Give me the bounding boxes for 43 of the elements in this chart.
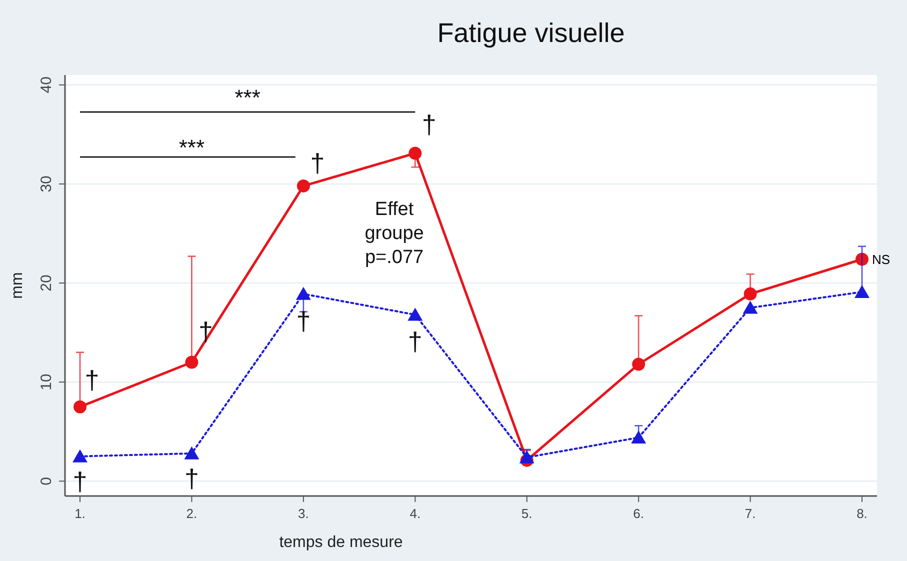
point (296, 179, 310, 192)
y-tick-label: 40 (38, 76, 55, 94)
annotation: *** (234, 85, 261, 110)
x-tick-label: 2. (186, 506, 198, 521)
x-tick-label: 6. (633, 506, 644, 521)
x-tick-label: 3. (298, 506, 309, 521)
point (742, 300, 758, 314)
point (74, 400, 86, 414)
annotation: † (310, 148, 325, 178)
point (408, 146, 422, 160)
point (519, 450, 534, 464)
annotation: † (184, 463, 199, 494)
point (184, 446, 200, 460)
point (72, 449, 88, 462)
point (631, 430, 646, 444)
x-tick-label: 5. (521, 506, 532, 521)
point (744, 287, 757, 300)
annotation: NS (872, 252, 890, 268)
point (856, 252, 868, 266)
point (185, 356, 198, 369)
point (632, 358, 646, 371)
point (296, 286, 311, 300)
x-tick-label: 4. (410, 506, 421, 521)
y-axis-title: mm (9, 272, 26, 299)
x-tick-label: 1. (74, 506, 86, 521)
y-tick-label: 0 (38, 476, 55, 486)
y-tick-label: 30 (38, 176, 55, 192)
x-axis-title: temps de mesure (279, 534, 403, 551)
annotation: † (408, 326, 422, 357)
annotation: † (84, 364, 100, 395)
x-tick-label: 8. (856, 506, 868, 521)
point (408, 308, 423, 321)
annotation: † (422, 109, 436, 140)
annotation: *** (178, 135, 205, 160)
annotation: † (296, 306, 311, 336)
annotation: Effet groupe p=.077 (364, 199, 424, 268)
annotation: † (198, 316, 213, 346)
y-tick-label: 10 (38, 374, 55, 390)
point (854, 284, 870, 298)
chart-title: Fatigue visuelle (437, 18, 625, 48)
x-tick-label: 7. (744, 506, 756, 521)
annotation: † (72, 466, 88, 496)
y-tick-label: 20 (38, 274, 55, 292)
